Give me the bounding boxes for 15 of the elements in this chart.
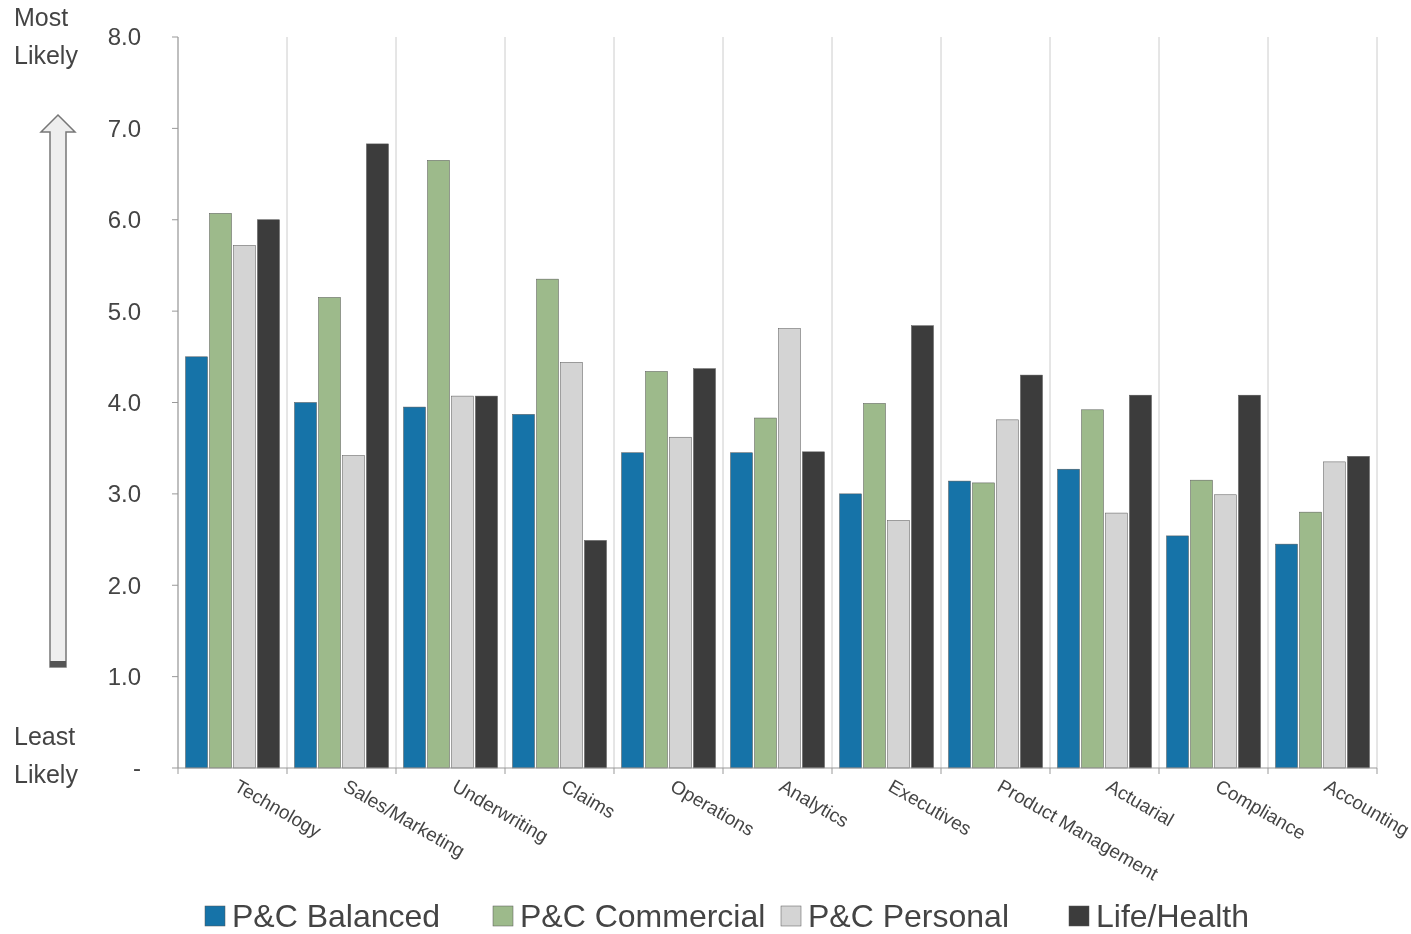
y-tick-label: 1.0 xyxy=(107,663,141,691)
text: Most Likely xyxy=(14,3,79,69)
y-tick-label: 3.0 xyxy=(107,480,141,508)
text: Least Likely xyxy=(14,722,79,788)
y-tick-label: - xyxy=(133,754,141,782)
y-tick-label: 7.0 xyxy=(107,114,141,142)
legend-label: P&C Personal xyxy=(808,898,1009,934)
y-tick-label: 8.0 xyxy=(107,23,141,51)
y-tick-label: 2.0 xyxy=(107,571,141,599)
legend-label: P&C Balanced xyxy=(232,898,441,934)
y-tick-label: 6.0 xyxy=(107,206,141,234)
y-tick-label: 4.0 xyxy=(107,388,141,416)
legend-label: Life/Health xyxy=(1096,898,1249,934)
y-tick-label: 5.0 xyxy=(107,297,141,325)
legend-label: P&C Commercial xyxy=(520,898,766,934)
